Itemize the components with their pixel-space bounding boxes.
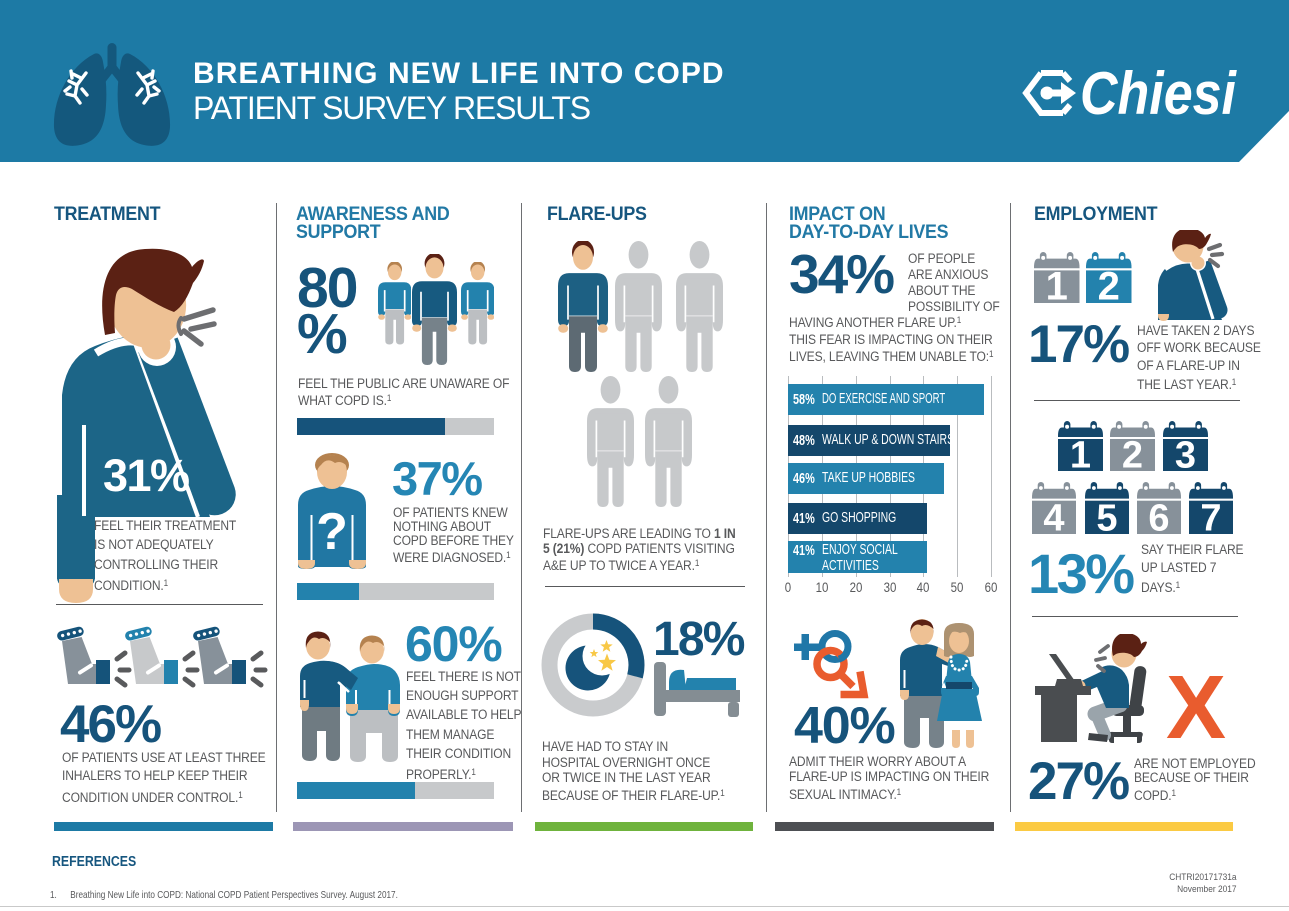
svg-text:4: 4 [1044, 497, 1065, 534]
svg-text:2: 2 [1098, 264, 1120, 303]
svg-text:7: 7 [1201, 497, 1222, 534]
svg-text:6: 6 [1148, 497, 1169, 534]
svg-text:3: 3 [1175, 435, 1196, 472]
svg-text:5: 5 [1096, 497, 1117, 534]
svg-text:1: 1 [1046, 264, 1068, 303]
svg-text:?: ? [316, 503, 348, 561]
svg-text:2: 2 [1122, 435, 1143, 472]
svg-text:Chiesi: Chiesi [1080, 68, 1237, 118]
svg-text:1: 1 [1070, 435, 1091, 472]
